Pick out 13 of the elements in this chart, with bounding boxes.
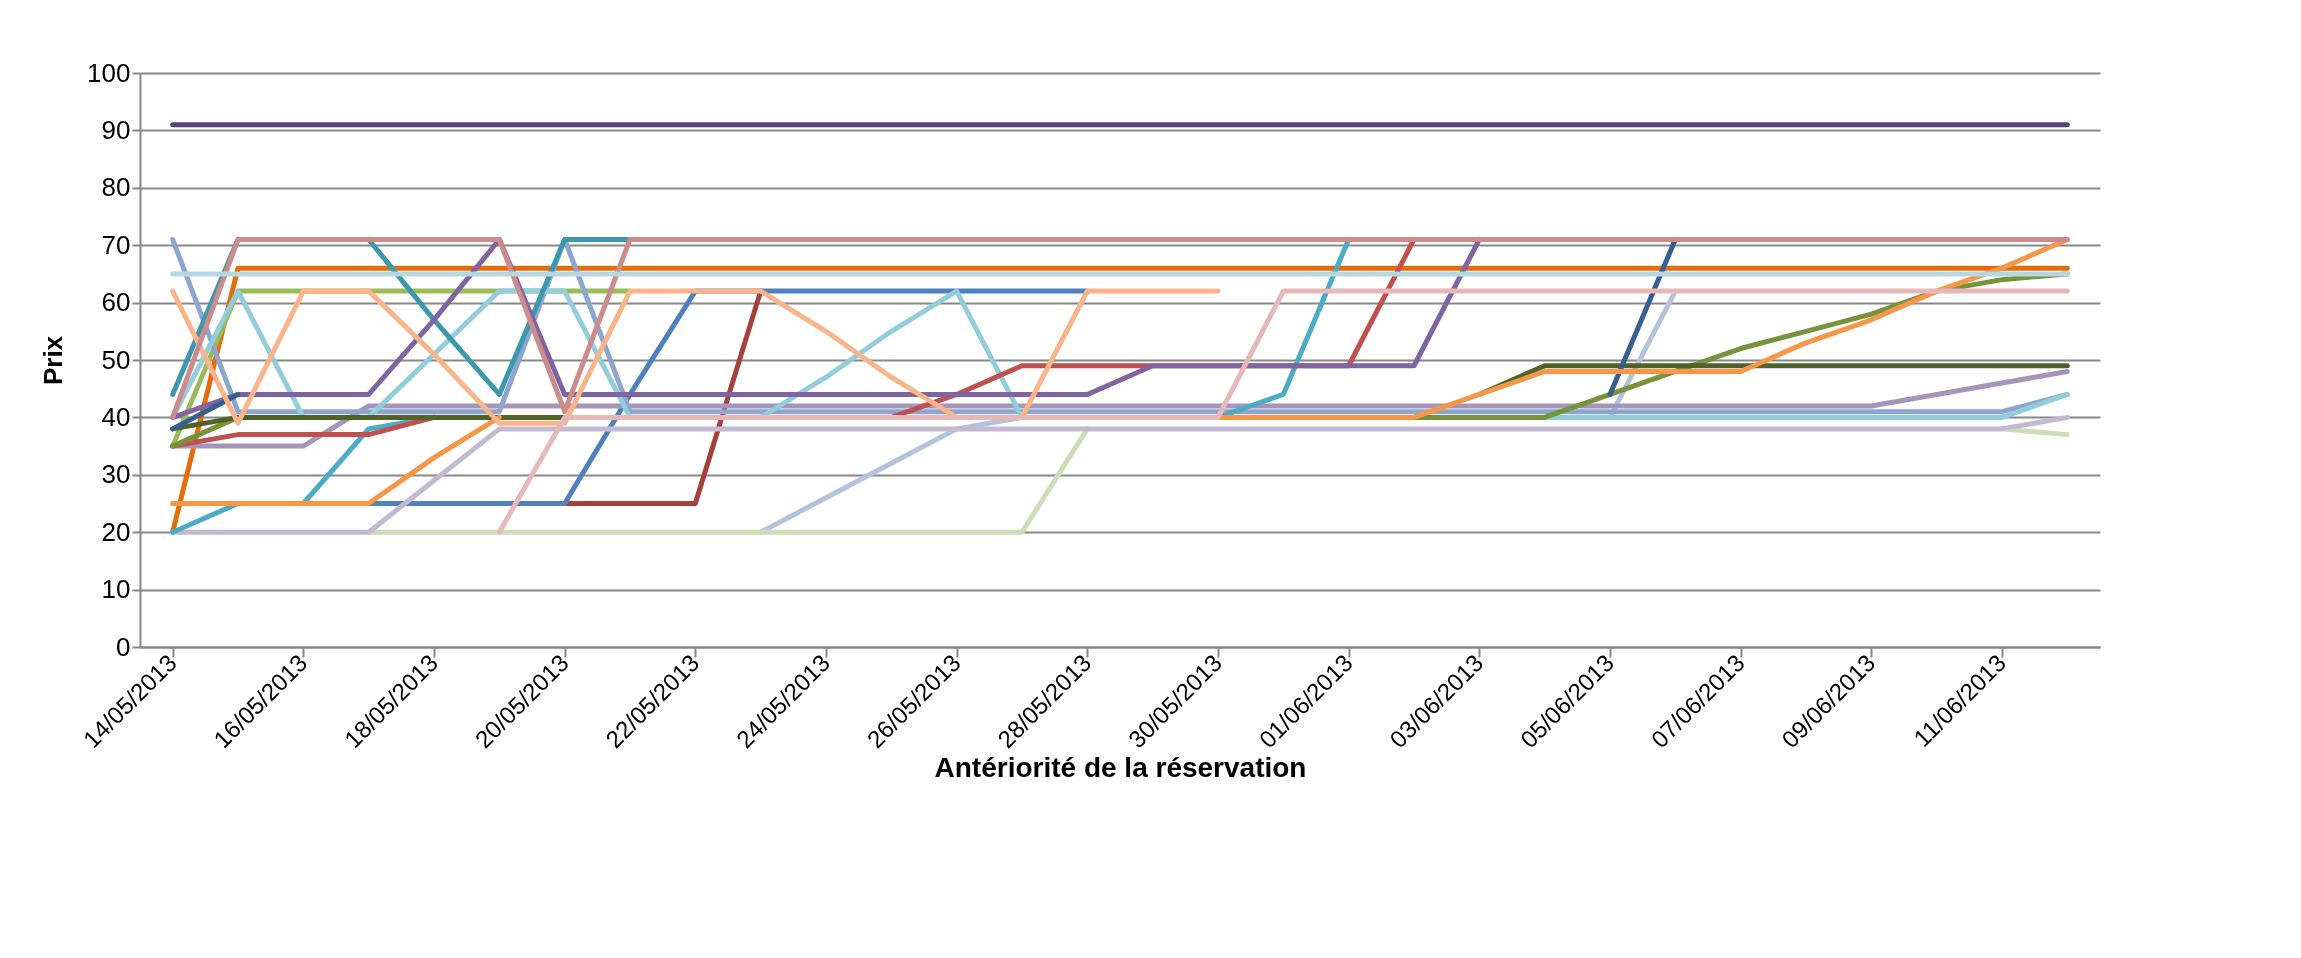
y-tick-label: 80 — [101, 172, 131, 203]
y-tick-label: 70 — [101, 229, 131, 260]
y-tick-label: 30 — [101, 459, 131, 490]
y-tick-label: 100 — [87, 57, 131, 88]
y-tick-label: 10 — [101, 574, 131, 605]
y-tick-label: 60 — [101, 287, 131, 318]
y-tick-label: 20 — [101, 516, 131, 547]
y-tick-label: 0 — [116, 631, 131, 662]
x-axis-title: Antériorité de la réservation — [934, 751, 1307, 783]
y-tick-label: 90 — [101, 114, 131, 145]
y-axis-title: Prix — [38, 335, 69, 386]
y-tick-label: 50 — [101, 344, 131, 375]
y-tick-label: 40 — [101, 401, 131, 432]
